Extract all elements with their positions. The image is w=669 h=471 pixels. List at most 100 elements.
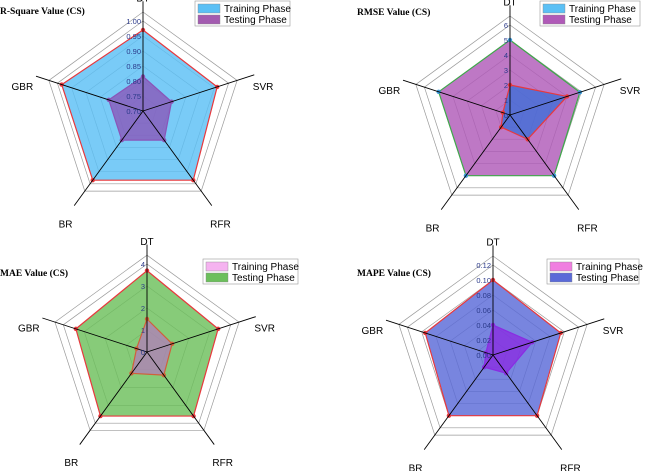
tick-label: 0.12 bbox=[476, 261, 491, 270]
tick-label: 0.75 bbox=[126, 92, 141, 101]
axis-label-svr: SVR bbox=[620, 86, 641, 97]
grid-ring-outer bbox=[54, 254, 240, 431]
grid-ring bbox=[56, 20, 230, 185]
axis-label-rfr: RFR bbox=[212, 458, 233, 469]
legend-label: Training Phase bbox=[224, 4, 291, 15]
axis-spoke bbox=[146, 351, 215, 445]
tick-label: 5 bbox=[504, 36, 508, 45]
axis-spoke bbox=[492, 354, 563, 450]
axis-spoke bbox=[402, 79, 511, 116]
axis-label-gbr: GBR bbox=[12, 82, 34, 93]
tick-label: 0 bbox=[141, 348, 145, 357]
axis-label-rfr: RFR bbox=[577, 224, 598, 235]
tick-label: 0.85 bbox=[126, 62, 141, 71]
tick-label: 2 bbox=[504, 81, 508, 90]
axis-label-br: BR bbox=[426, 224, 440, 235]
axis-spoke bbox=[509, 78, 622, 116]
legend-label: Testing Phase bbox=[224, 15, 287, 26]
legend-swatch bbox=[549, 272, 573, 283]
tick-label: 0.90 bbox=[126, 47, 141, 56]
radar-panel-4: MAPE Value (CS) 0.00 0.02 0.04 0.06 0.08 0.10 0… bbox=[357, 238, 643, 471]
chart-title: MAE Value (CS) bbox=[0, 268, 68, 279]
tick-label: 0.06 bbox=[476, 306, 491, 315]
tick-label: 2 bbox=[141, 304, 145, 313]
legend-label: Testing Phase bbox=[232, 273, 295, 284]
chart-title: RMSE Value (CS) bbox=[357, 7, 430, 18]
legend-swatch bbox=[542, 3, 566, 14]
chart-title: MAPE Value (CS) bbox=[357, 268, 431, 279]
tick-label: 0.10 bbox=[476, 276, 491, 285]
axis-spoke bbox=[385, 319, 494, 356]
tick-label: 1 bbox=[141, 326, 145, 335]
axis-label-br: BR bbox=[59, 220, 73, 231]
axis-spoke bbox=[42, 317, 148, 353]
tick-label: 1.00 bbox=[126, 17, 141, 26]
axis-spoke bbox=[440, 114, 511, 210]
tick-label: 0.02 bbox=[476, 336, 491, 345]
axis-label-svr: SVR bbox=[254, 323, 275, 334]
legend-label: Training Phase bbox=[569, 4, 636, 15]
legend-swatch bbox=[205, 261, 229, 272]
legend-swatch bbox=[197, 14, 221, 25]
grid-ring bbox=[423, 24, 597, 189]
axis-spoke bbox=[35, 75, 144, 112]
tick-label: 0.95 bbox=[126, 32, 141, 41]
axis-spoke bbox=[492, 318, 605, 356]
axis-label-svr: SVR bbox=[253, 82, 274, 93]
axis-label-svr: SVR bbox=[603, 326, 624, 337]
axis-label-gbr: GBR bbox=[18, 323, 40, 334]
axis-label-gbr: GBR bbox=[362, 326, 384, 337]
axis-label-dt: DT bbox=[486, 238, 499, 249]
axis-label-dt: DT bbox=[136, 0, 149, 5]
axis-spoke bbox=[73, 110, 144, 206]
series-area-2 bbox=[108, 75, 173, 141]
legend-swatch bbox=[205, 272, 229, 283]
axis-label-dt: DT bbox=[140, 237, 153, 248]
tick-label: 3 bbox=[141, 282, 145, 291]
axis-spoke bbox=[423, 354, 494, 450]
tick-label: 0 bbox=[504, 111, 508, 120]
series-area-2 bbox=[130, 317, 173, 376]
legend-label: Training Phase bbox=[232, 262, 299, 273]
chart-title: R-Square Value (CS) bbox=[0, 6, 85, 17]
series-area-2 bbox=[483, 324, 534, 374]
tick-label: 4 bbox=[141, 260, 145, 269]
legend-swatch bbox=[197, 3, 221, 14]
axis-spoke bbox=[142, 74, 255, 112]
tick-label: 0.80 bbox=[126, 77, 141, 86]
grid-ring bbox=[406, 264, 580, 429]
legend-label: Testing Phase bbox=[569, 15, 632, 26]
axis-label-br: BR bbox=[409, 464, 423, 471]
tick-label: 0.04 bbox=[476, 321, 491, 330]
legend-swatch bbox=[542, 14, 566, 25]
axis-label-dt: DT bbox=[503, 0, 516, 9]
radar-panel-2: RMSE Value (CS) 0 1 2 3 4 5 6 DT SVR RFR BR GBR Train… bbox=[357, 0, 641, 235]
grid-ring-outer bbox=[398, 255, 588, 436]
tick-label: 3 bbox=[504, 66, 508, 75]
axis-label-rfr: RFR bbox=[560, 464, 581, 471]
tick-label: 0.08 bbox=[476, 291, 491, 300]
grid-ring-outer bbox=[415, 15, 605, 196]
legend-label: Testing Phase bbox=[576, 273, 639, 284]
legend-swatch bbox=[549, 261, 573, 272]
axis-spoke bbox=[509, 114, 580, 210]
tick-label: 0.70 bbox=[126, 107, 141, 116]
radar-panel-1: R-Square Value (CS) 0.70 0.75 0.80 0.85 0.90 0… bbox=[0, 0, 291, 231]
grid-ring-outer bbox=[48, 11, 238, 192]
radar-panel-3: MAE Value (CS) 0 1 2 3 4 DT SVR RFR BR GBR Training… bbox=[0, 237, 299, 469]
axis-spoke bbox=[142, 110, 213, 206]
axis-spoke bbox=[79, 351, 148, 445]
axis-label-rfr: RFR bbox=[210, 220, 231, 231]
grid-ring bbox=[62, 263, 232, 424]
axis-spoke bbox=[146, 316, 256, 353]
tick-label: 4 bbox=[504, 51, 508, 60]
tick-label: 0.00 bbox=[476, 351, 491, 360]
axis-label-gbr: GBR bbox=[379, 86, 401, 97]
tick-label: 1 bbox=[504, 96, 508, 105]
tick-label: 6 bbox=[504, 21, 508, 30]
